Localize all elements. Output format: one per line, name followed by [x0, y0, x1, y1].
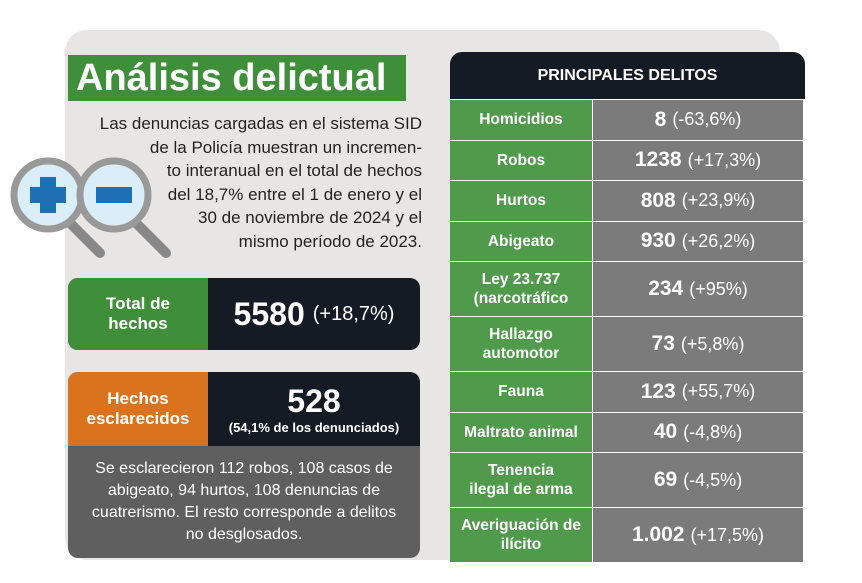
row-label: Hurtos [450, 181, 592, 221]
cleared-box: Hechos esclarecidos 528 (54,1% de los den… [68, 372, 420, 446]
row-change: (-4,5%) [683, 469, 743, 490]
detail-line: Se esclarecieron 112 robos, 108 casos de [95, 460, 393, 477]
row-label-line: Hallazgo [489, 326, 553, 343]
table-row: Hurtos 808 (+23,9%) [450, 180, 803, 221]
row-number: 40 [653, 420, 678, 444]
total-box: Total de hechos 5580 (+18,7%) [68, 278, 420, 350]
row-label-line: Tenencia [487, 462, 555, 479]
magnifier-icon [10, 157, 171, 258]
table-row: Ley 23.737 (narcotráfico 234 (+95%) [450, 261, 803, 316]
row-number: 1238 [634, 148, 682, 172]
table-row: Tenencia ilegal de arma 69 (-4,5%) [450, 452, 803, 507]
cleared-note: (54,1% de los denunciados) [228, 420, 400, 435]
row-change: (-63,6%) [672, 109, 742, 130]
row-number: 930 [640, 229, 676, 253]
row-label-line: Averiguación de [460, 517, 581, 534]
row-number: 73 [651, 332, 675, 355]
intro-line: 30 de noviembre de 2024 y el [198, 208, 422, 227]
row-label: Ley 23.737 (narcotráfico [450, 262, 592, 316]
intro-line: to interanual en el total de hechos [166, 161, 422, 180]
row-number: 234 [648, 277, 684, 300]
table-row: Homicidios 8 (-63,6%) [450, 99, 803, 140]
row-number: 69 [653, 468, 678, 491]
row-label-line: ilegal de arma [469, 481, 573, 498]
table-row: Fauna 123 (+55,7%) [450, 371, 803, 412]
row-value: 808 (+23,9%) [592, 181, 803, 221]
cleared-label: Hechos esclarecidos [68, 372, 208, 446]
row-label: Maltrato animal [450, 412, 592, 452]
total-value-box: 5580 (+18,7%) [208, 278, 420, 350]
intro-line: mismo período de 2023. [238, 231, 422, 251]
cleared-label-line: esclarecidos [86, 409, 190, 428]
row-value: 234 (+95%) [592, 262, 803, 316]
table-row: Robos 1238 (+17,3%) [450, 139, 803, 180]
detail-line: no desglosados. [185, 526, 303, 543]
cleared-label-line: Hechos [107, 389, 169, 408]
cleared-detail: Se esclarecieron 112 robos, 108 casos de… [68, 446, 420, 558]
row-change: (+5,8%) [680, 333, 745, 354]
row-label-line: Ley 23.737 [481, 271, 561, 288]
intro-line: de la Policía muestran un incremen- [149, 137, 422, 157]
row-label: Averiguación de ilícito [450, 508, 592, 562]
row-label-line: Hurtos [496, 192, 546, 210]
row-label-line: Fauna [498, 383, 544, 401]
row-change: (+17,3%) [687, 149, 762, 170]
row-number: 808 [640, 188, 676, 212]
row-label-line: Abigeato [487, 232, 555, 250]
detail-line: abigeato, 94 hurtos, 108 denuncias de [107, 482, 381, 499]
detail-line: cuatrerismo. El resto corresponde a deli… [91, 504, 397, 521]
intro-line: del 18,7% entre el 1 de enero y el [167, 184, 422, 204]
row-label-line: Homicidios [479, 111, 563, 129]
row-change: (-4,8%) [683, 421, 743, 442]
row-value: 69 (-4,5%) [592, 453, 803, 507]
row-value: 40 (-4,8%) [592, 412, 803, 452]
row-change: (+55,7%) [681, 381, 756, 402]
row-label-line: Robos [496, 151, 546, 169]
row-label: Fauna [450, 372, 592, 412]
row-label: Hallazgo automotor [450, 317, 592, 371]
total-change: (+18,7%) [312, 302, 395, 325]
row-value: 123 (+55,7%) [592, 372, 803, 412]
total-value: 5580 [233, 295, 305, 332]
intro-line: Las denuncias cargadas en el sistema SID [99, 114, 422, 133]
row-label: Abigeato [450, 221, 592, 261]
row-number: 8 [654, 107, 667, 131]
table-title: PRINCIPALES DELITOS [450, 52, 805, 99]
cleared-value: 528 [287, 383, 341, 419]
row-label: Tenencia ilegal de arma [450, 453, 592, 507]
row-label-line: ilícito [500, 536, 542, 553]
total-label: Total de hechos [68, 278, 208, 350]
row-value: 8 (-63,6%) [592, 100, 803, 140]
row-change: (+95%) [689, 278, 748, 299]
row-change: (+26,2%) [681, 230, 756, 251]
row-number: 123 [640, 379, 676, 403]
row-change: (+17,5%) [690, 524, 765, 545]
row-label-line: automotor [482, 345, 560, 362]
intro-text: Las denuncias cargadas en el sistema SID… [90, 112, 422, 253]
table-row: Averiguación de ilícito 1.002 (+17,5%) [450, 507, 803, 562]
row-number: 1.002 [631, 523, 685, 546]
row-value: 1238 (+17,3%) [592, 140, 803, 180]
table-row: Abigeato 930 (+26,2%) [450, 220, 803, 261]
row-change: (+23,9%) [681, 190, 756, 211]
cleared-value-box: 528 (54,1% de los denunciados) [208, 372, 420, 446]
total-label-line: hechos [108, 314, 168, 333]
row-value: 930 (+26,2%) [592, 221, 803, 261]
table-row: Hallazgo automotor 73 (+5,8%) [450, 316, 803, 371]
total-label-line: Total de [106, 294, 170, 313]
row-label-line: Maltrato animal [464, 423, 578, 441]
row-value: 1.002 (+17,5%) [592, 508, 803, 562]
row-label: Homicidios [450, 100, 592, 140]
title: Análisis delictual [68, 55, 406, 101]
row-label-line: (narcotráfico [473, 290, 569, 307]
row-value: 73 (+5,8%) [592, 317, 803, 371]
table-row: Maltrato animal 40 (-4,8%) [450, 411, 803, 452]
row-label: Robos [450, 140, 592, 180]
